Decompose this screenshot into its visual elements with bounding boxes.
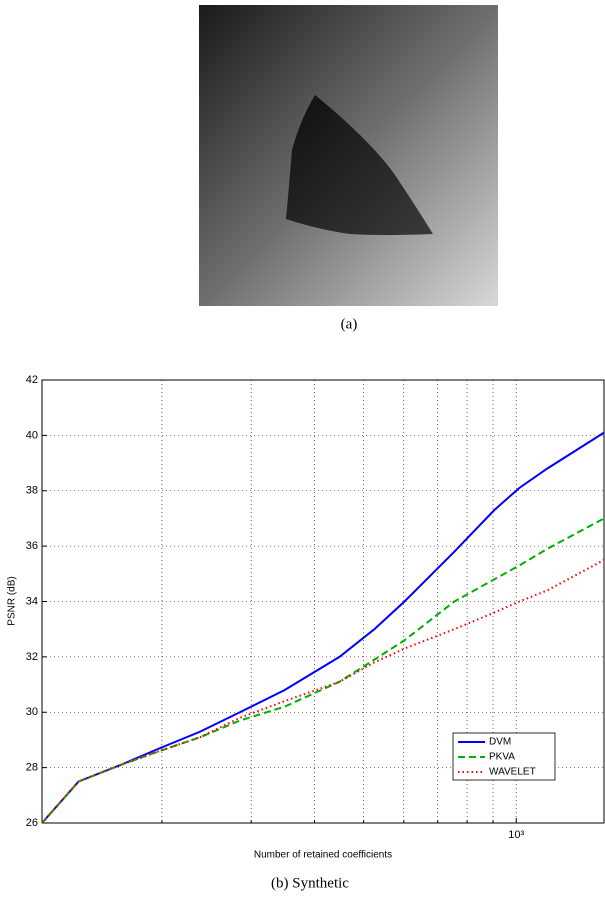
y-tick-label: 26 <box>26 817 38 829</box>
legend-label: DVM <box>489 737 511 748</box>
page: (a) (b) Synthetic Number of retained coe… <box>0 0 605 897</box>
y-tick-label: 32 <box>26 651 38 663</box>
figure: (a) (b) Synthetic Number of retained coe… <box>0 0 605 897</box>
legend-label: PKVA <box>489 752 515 763</box>
series-line <box>42 560 604 823</box>
y-tick-label: 38 <box>26 485 38 497</box>
y-tick-label: 34 <box>26 595 38 607</box>
y-tick-label: 36 <box>26 540 38 552</box>
legend-label: WAVELET <box>489 767 536 778</box>
y-axis-label: PSNR (dB) <box>7 576 18 625</box>
caption: (b) Synthetic <box>271 875 349 891</box>
caption: (a) <box>341 316 358 332</box>
x-tick-label: 10³ <box>508 829 524 841</box>
x-axis-label: Number of retained coefficients <box>254 850 392 861</box>
y-tick-label: 42 <box>26 374 38 386</box>
y-tick-label: 40 <box>26 429 38 441</box>
y-tick-label: 28 <box>26 762 38 774</box>
y-tick-label: 30 <box>26 706 38 718</box>
